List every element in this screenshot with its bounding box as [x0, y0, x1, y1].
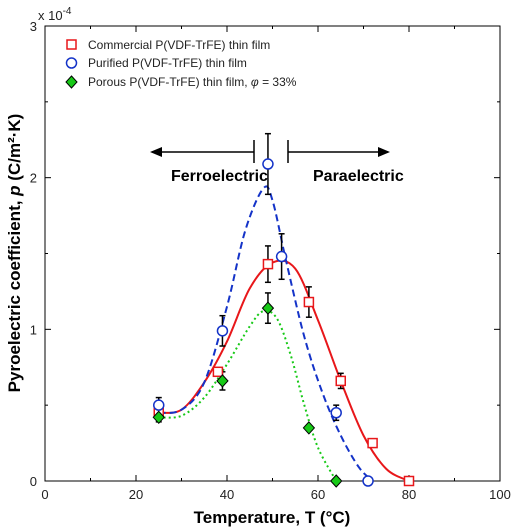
- data-markers: [152, 158, 415, 488]
- y-tick-label: 0: [30, 474, 37, 489]
- right-arrow-head: [378, 147, 390, 157]
- data-point-diamond: [216, 374, 229, 388]
- data-point-circle: [330, 407, 342, 419]
- ferroelectric-label: Ferroelectric: [171, 168, 268, 185]
- legend-marker-commercial: [66, 39, 77, 50]
- data-point-circle: [153, 399, 165, 411]
- data-point-circle: [262, 158, 274, 170]
- legend-label-porous: Porous P(VDF-TrFE) thin film, φ = 33%: [88, 75, 297, 89]
- legend-label-porous-tail: = 33%: [259, 75, 297, 89]
- x-tick-label: 100: [489, 487, 511, 502]
- y-tick-label: 2: [30, 171, 37, 186]
- data-point-diamond: [261, 301, 275, 315]
- data-point-circle: [275, 250, 288, 263]
- fit-curve-series-1: [158, 185, 374, 482]
- x-tick-label: 60: [311, 487, 325, 502]
- legend-label-porous-phi: φ: [251, 75, 259, 89]
- x-tick-label: 40: [220, 487, 234, 502]
- x-axis-title: Temperature, T (°C): [194, 508, 351, 527]
- data-point-circle: [216, 325, 229, 337]
- x-axis-title-close: ): [345, 508, 351, 527]
- legend: Commercial P(VDF-TrFE) thin film Purifie…: [65, 38, 297, 89]
- data-point-square: [303, 296, 315, 308]
- y-axis-title-unit: (C/m²·K): [5, 114, 24, 186]
- data-point-diamond: [302, 421, 316, 435]
- fit-curve-series-2: [158, 309, 338, 482]
- y-tick-label: 1: [30, 322, 37, 337]
- y-multiplier-base: x 10: [38, 8, 63, 23]
- y-tick-label: 3: [30, 19, 37, 34]
- legend-marker-porous: [65, 75, 78, 89]
- legend-label-purified: Purified P(VDF-TrFE) thin film: [88, 56, 247, 70]
- data-point-circle: [362, 475, 374, 487]
- y-axis-title: Pyroelectric coefficient, p (C/m²·K): [5, 114, 24, 393]
- data-point-diamond: [330, 474, 343, 488]
- x-tick-label: 0: [41, 487, 48, 502]
- legend-marker-purified: [65, 57, 78, 69]
- phase-annotations: Ferroelectric Paraelectric: [150, 140, 404, 185]
- legend-label-porous-main: Porous P(VDF-TrFE) thin film,: [88, 75, 251, 89]
- data-point-square: [262, 258, 274, 270]
- y-multiplier-exp: -4: [63, 6, 72, 17]
- paraelectric-label: Paraelectric: [313, 168, 404, 185]
- y-axis-title-main: Pyroelectric coefficient,: [5, 196, 24, 393]
- data-point-square: [212, 366, 224, 378]
- axis-ticks: [44, 25, 501, 482]
- y-axis-title-symbol: p: [5, 185, 24, 196]
- data-point-diamond: [152, 410, 165, 425]
- x-tick-label: 20: [129, 487, 143, 502]
- x-axis-title-unit: °C: [326, 508, 345, 527]
- x-tick-label: 80: [402, 487, 416, 502]
- left-arrow-head: [150, 147, 162, 157]
- data-point-square: [403, 475, 415, 487]
- legend-label-commercial: Commercial P(VDF-TrFE) thin film: [88, 38, 270, 52]
- plot-frame: [44, 25, 501, 482]
- data-point-square: [367, 437, 378, 449]
- fit-curves: [158, 185, 410, 482]
- x-axis-title-main: Temperature, T (: [194, 508, 326, 527]
- y-multiplier: x 10-4: [38, 6, 72, 23]
- data-point-square: [335, 375, 346, 387]
- axis-tick-labels: 0 20 40 60 80 100 0 1 2 3: [30, 19, 511, 502]
